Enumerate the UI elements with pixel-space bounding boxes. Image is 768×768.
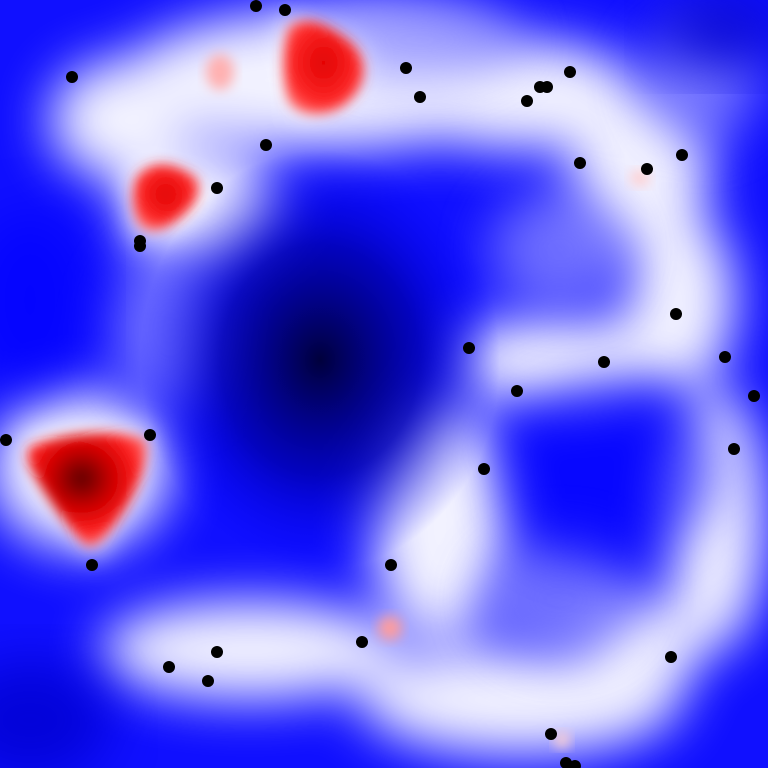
sample-point [574, 157, 586, 169]
sample-point [598, 356, 610, 368]
sample-point [478, 463, 490, 475]
sample-point [0, 434, 12, 446]
peak-left [133, 164, 199, 231]
sample-point [66, 71, 78, 83]
sample-point [463, 342, 475, 354]
peak-faint-4 [554, 732, 570, 748]
peak-top [283, 20, 364, 115]
sample-point [250, 0, 262, 12]
sample-point [511, 385, 523, 397]
sample-point [279, 4, 291, 16]
sample-point [144, 429, 156, 441]
sample-point [564, 66, 576, 78]
sample-point [676, 149, 688, 161]
sample-point [665, 651, 677, 663]
sample-point [728, 443, 740, 455]
sample-point [400, 62, 412, 74]
sample-point [211, 646, 223, 658]
peak-layer [28, 20, 650, 748]
sample-point [163, 661, 175, 673]
peak-faint-2 [378, 616, 402, 640]
sample-point [541, 81, 553, 93]
sample-point [260, 139, 272, 151]
sample-point [202, 675, 214, 687]
sample-point [748, 390, 760, 402]
sample-point [545, 728, 557, 740]
sample-point [385, 559, 397, 571]
sample-point [414, 91, 426, 103]
sample-point [670, 308, 682, 320]
sample-point [719, 351, 731, 363]
peak-faint-1 [206, 54, 234, 90]
sample-point [356, 636, 368, 648]
sample-point [86, 559, 98, 571]
sample-point [211, 182, 223, 194]
sample-point [569, 760, 581, 768]
sample-point [560, 757, 572, 768]
sample-point [641, 163, 653, 175]
peak-large [28, 433, 147, 547]
sample-point [521, 95, 533, 107]
sample-point [134, 240, 146, 252]
